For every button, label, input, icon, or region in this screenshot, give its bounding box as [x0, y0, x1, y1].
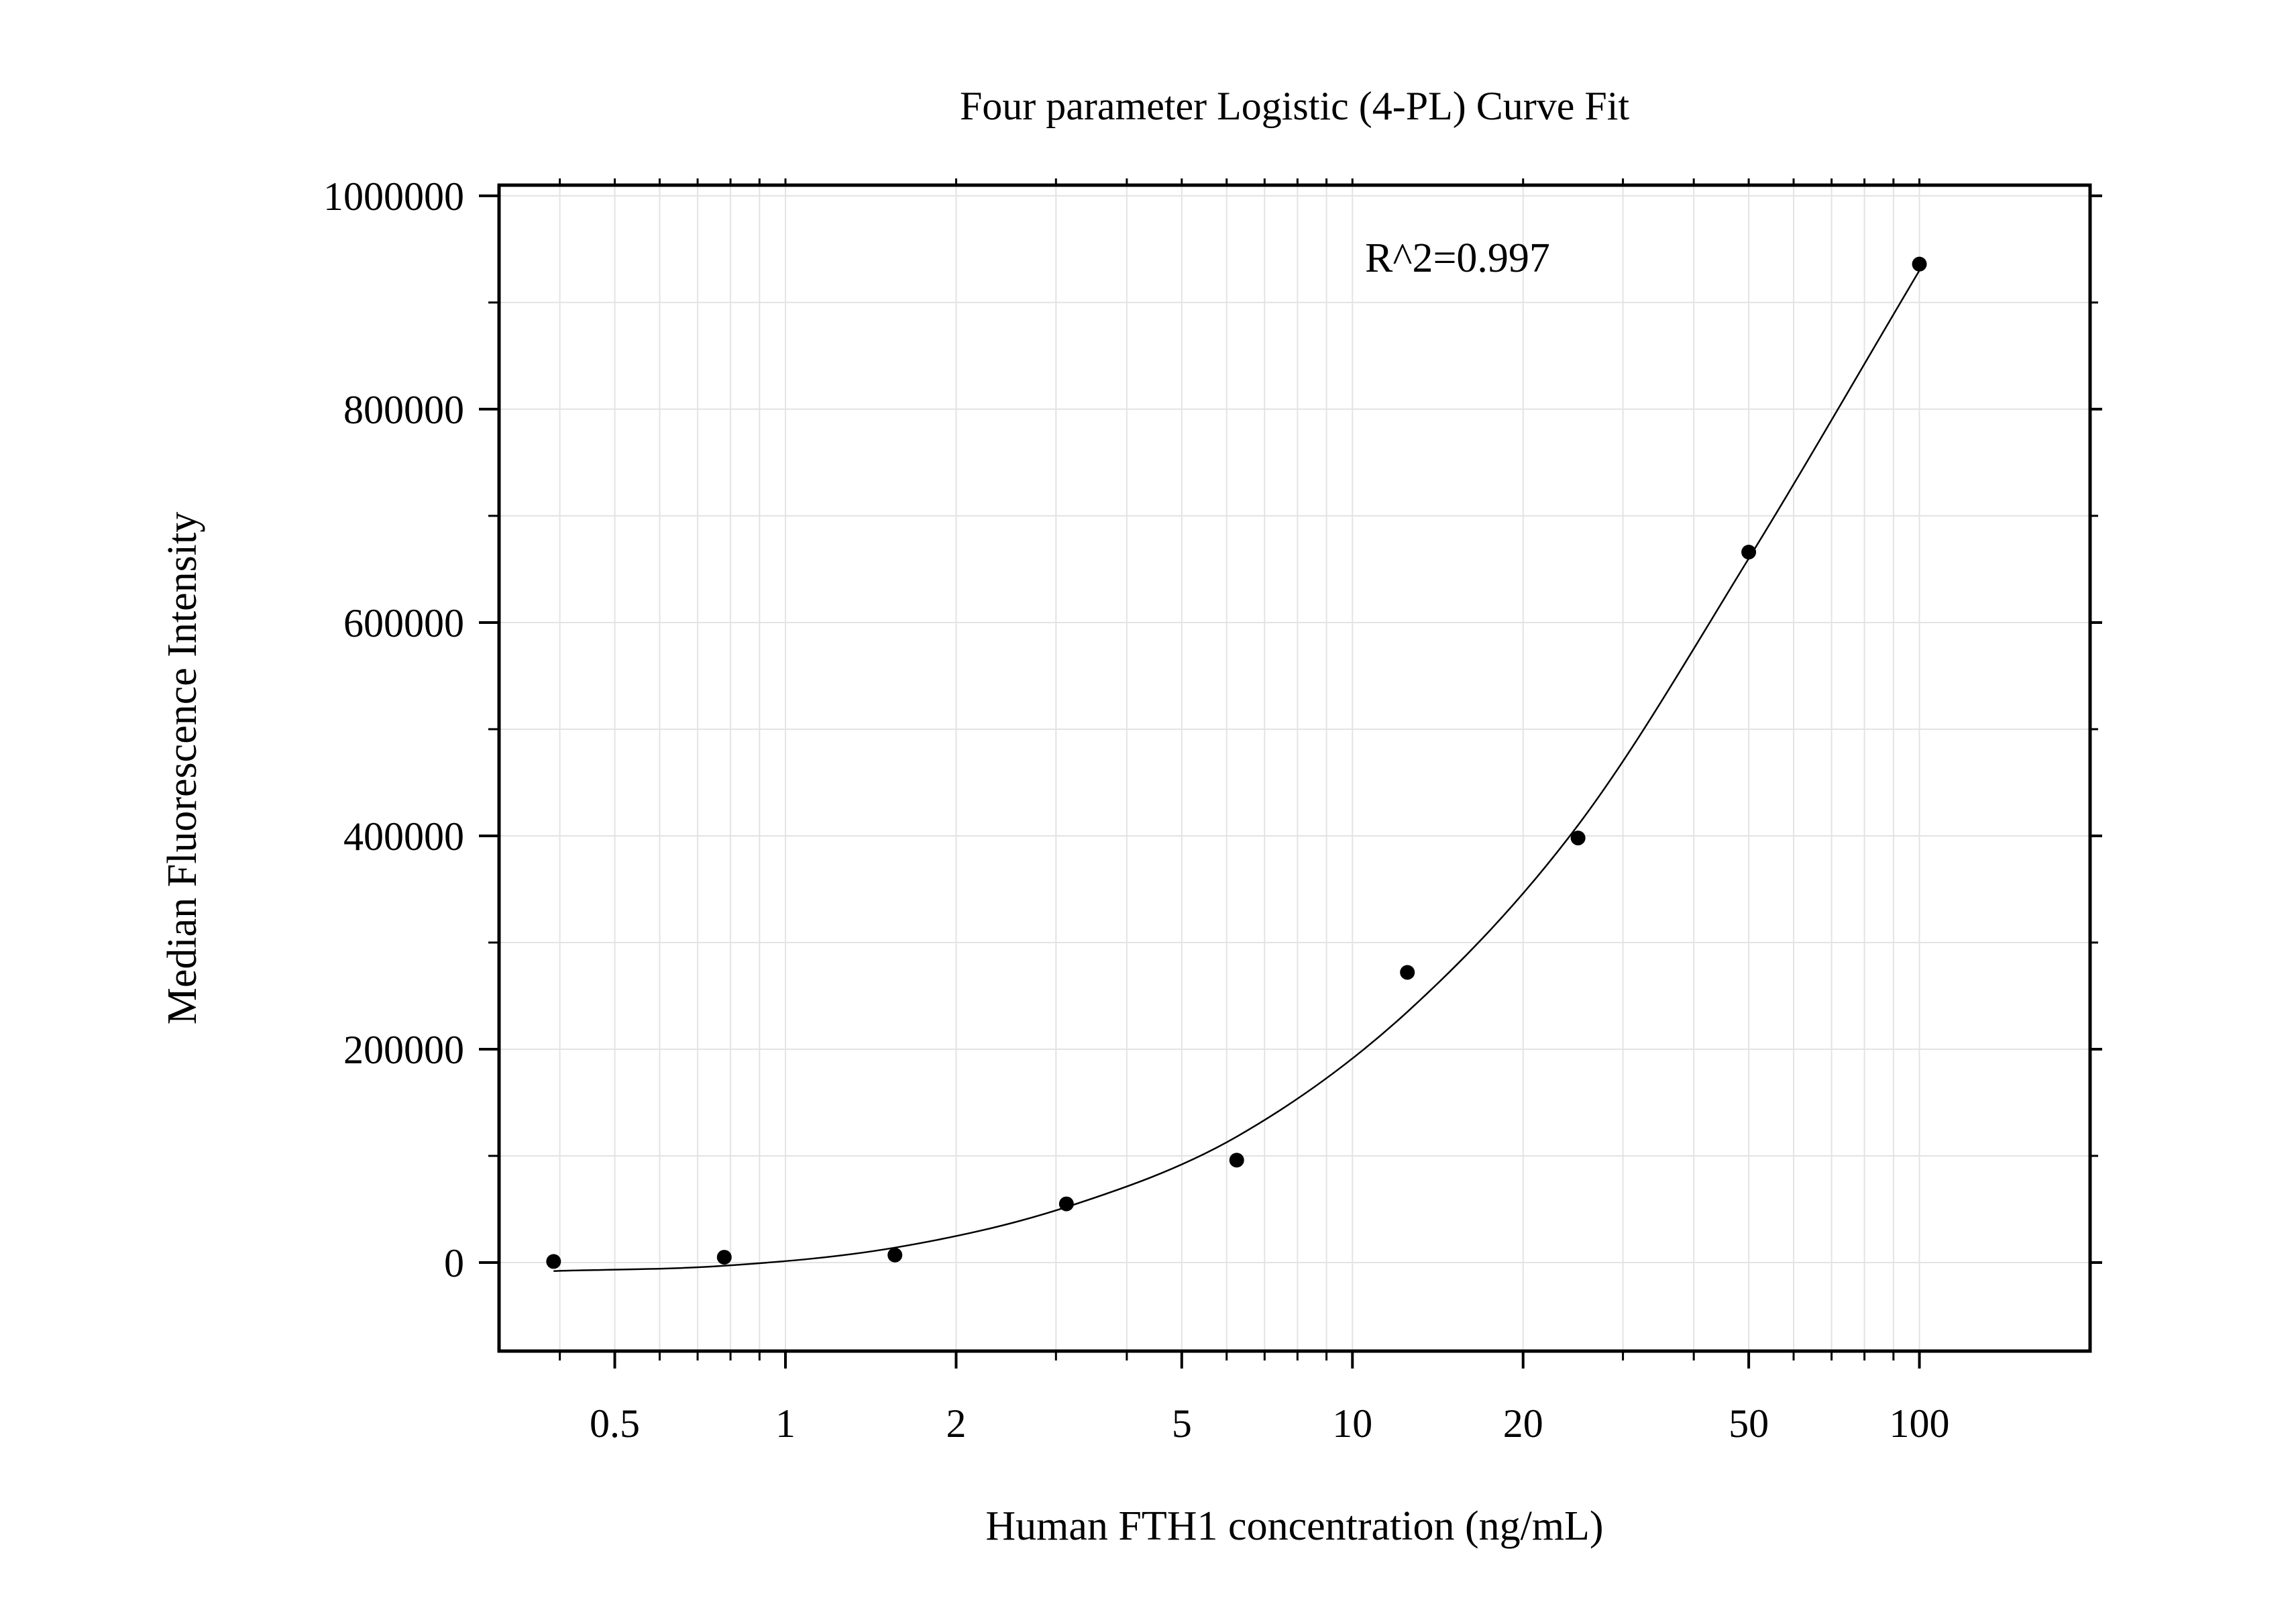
chart-title: Four parameter Logistic (4-PL) Curve Fit [960, 84, 1629, 128]
data-point [1058, 1196, 1074, 1212]
grid [499, 185, 2090, 1351]
y-tick-labels: 0 200000 400000 600000 800000 1000000 [323, 174, 464, 1285]
x-tick-label: 10 [1332, 1401, 1372, 1446]
x-tick-label: 0.5 [590, 1401, 640, 1446]
axis-ticks [479, 178, 2102, 1369]
data-point [1912, 256, 1927, 272]
data-point [1570, 831, 1586, 846]
x-tick-label: 100 [1890, 1401, 1950, 1446]
fit-curve [553, 270, 1920, 1272]
data-point [887, 1247, 903, 1263]
x-tick-label: 50 [1729, 1401, 1769, 1446]
y-tick-label: 1000000 [323, 174, 464, 219]
x-tick-label: 1 [775, 1401, 796, 1446]
x-tick-label: 20 [1503, 1401, 1543, 1446]
data-point [1229, 1153, 1244, 1168]
x-tick-label: 5 [1172, 1401, 1192, 1446]
y-tick-label: 0 [444, 1241, 464, 1285]
y-tick-label: 600000 [343, 601, 464, 645]
r-squared-annotation: R^2=0.997 [1365, 235, 1550, 281]
y-tick-label: 200000 [343, 1028, 464, 1072]
data-point [546, 1254, 561, 1269]
data-point [1741, 545, 1757, 560]
plot-frame [497, 183, 2092, 1353]
data-point [716, 1250, 732, 1265]
data-point [1400, 965, 1415, 980]
x-tick-labels: 0.5 1 2 5 10 20 50 100 [590, 1401, 1950, 1446]
x-tick-label: 2 [946, 1401, 966, 1446]
fit-curve-layer [553, 270, 1920, 1272]
y-axis-title: Median Fluorescence Intensity [160, 512, 205, 1024]
y-tick-label: 400000 [343, 814, 464, 859]
x-axis-title: Human FTH1 concentration (ng/mL) [985, 1503, 1603, 1549]
data-points [546, 256, 1927, 1269]
y-tick-label: 800000 [343, 388, 464, 432]
